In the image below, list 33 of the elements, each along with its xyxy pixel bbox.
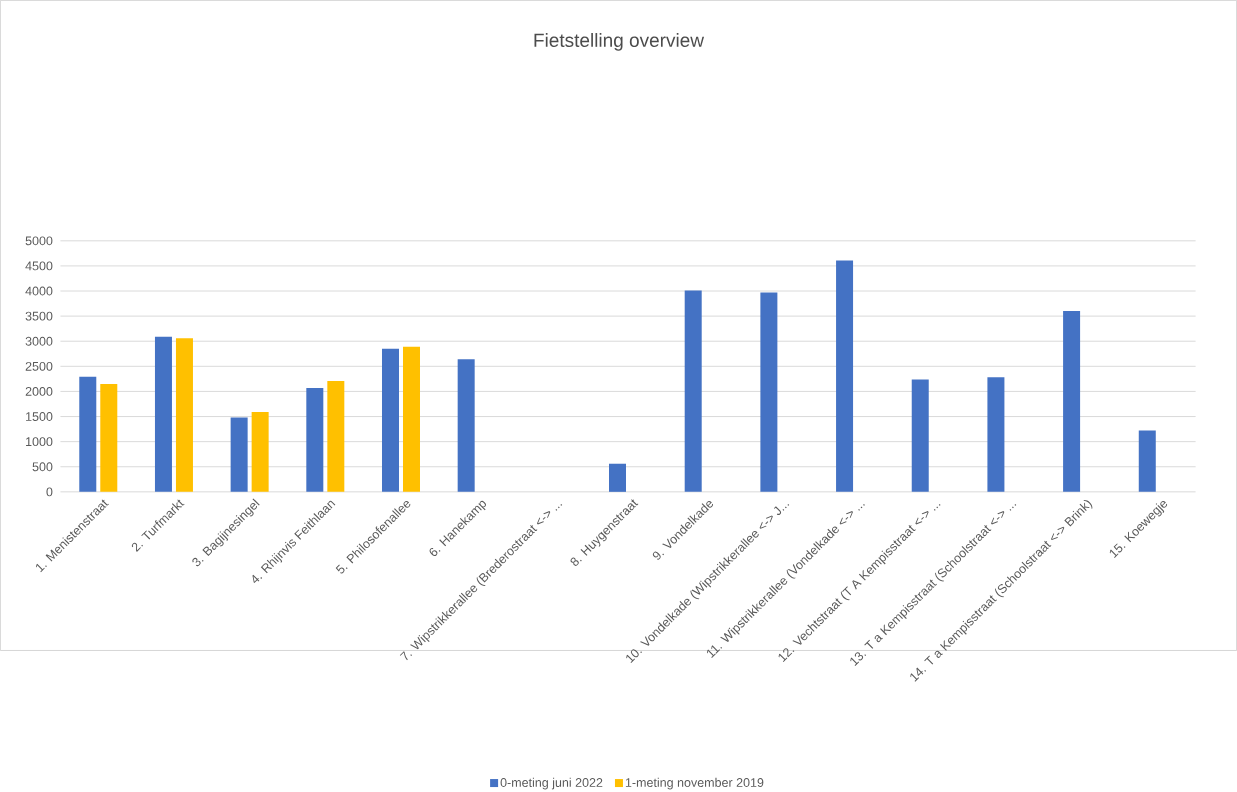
bar — [79, 376, 97, 492]
bar — [987, 377, 1005, 492]
y-tick-label: 500 — [32, 462, 53, 472]
y-tick-label: 2000 — [25, 386, 53, 396]
legend-label: 0-meting juni 2022 — [500, 777, 603, 790]
legend-label: 1-meting november 2019 — [625, 777, 764, 790]
bar — [836, 260, 854, 492]
bar — [609, 463, 627, 492]
bar — [403, 346, 420, 492]
y-tick-label: 3000 — [25, 336, 53, 346]
bar — [306, 387, 324, 492]
bar — [230, 417, 248, 492]
y-tick-label: 2500 — [25, 361, 53, 371]
chart-title: Fietstelling overview — [534, 32, 705, 51]
bar — [760, 292, 778, 492]
bar — [1063, 310, 1081, 492]
bar — [175, 338, 193, 492]
bar — [327, 380, 345, 492]
y-tick-label: 3500 — [25, 311, 53, 321]
y-tick-label: 0 — [46, 487, 53, 497]
bar — [100, 383, 118, 492]
bar — [154, 336, 172, 492]
y-tick-label: 1500 — [26, 411, 53, 421]
y-tick-label: 4500 — [25, 261, 53, 271]
bar — [382, 348, 399, 492]
y-tick-label: 4000 — [25, 286, 53, 296]
bar — [911, 379, 929, 492]
bar — [251, 411, 269, 492]
y-tick-label: 5000 — [25, 236, 53, 246]
bar — [684, 290, 702, 492]
bar — [1138, 430, 1156, 492]
bar — [457, 359, 475, 492]
y-tick-label: 1000 — [26, 437, 53, 446]
